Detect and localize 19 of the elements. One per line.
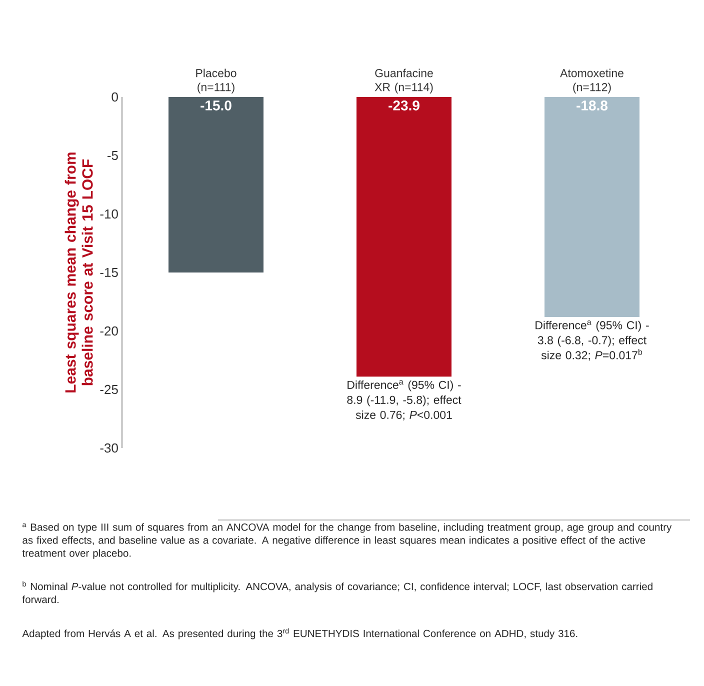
y-tick-label: -25 <box>100 384 118 394</box>
text: $^{b}$ Nominal P-value not controlled for multiplicity. ANCOVA, analysis of covariance; CI, confidence interval; LOCF, last observation carried forward. <box>22 581 652 604</box>
y-tick-label: 0 <box>112 92 118 102</box>
text: $^{a}$ Based on type III sum of squares from an ANCOVA model for the change from baseline, including treatment group, age group and country as fixed effects, and baseline value as a covariate. A negative difference in least squares mean indicates a positive effect of the active treatment over placebo. <box>22 523 672 559</box>
text: Adapted from Hervás A et al. As presented during the 3$^{rd}$ EUNETHYDIS International Conference on ADHD, study 316. <box>22 628 578 640</box>
y-tick-label: -15 <box>100 268 118 278</box>
y-tick-label: -20 <box>100 326 118 336</box>
x-tick-label: Atomoxetine (n=112) <box>560 68 624 94</box>
x-tick-label: Placebo (n=111) <box>196 68 236 94</box>
y-tick-label: -5 <box>107 150 118 160</box>
data-label: -23.9 <box>388 100 420 110</box>
y-tick-label: -30 <box>100 443 118 453</box>
y-tick-label: -10 <box>100 209 118 219</box>
data-label: -18.8 <box>576 100 608 110</box>
annotation: Difference$^{a}$ (95% CI) -3.8 (-6.8, -0.7); effect size 0.32; P=0.017$^{b}$ <box>536 320 649 361</box>
x-tick-label: Guanfacine XR (n=114) <box>374 68 433 94</box>
annotation: Difference$^{a}$ (95% CI) -8.9 (-11.9, -5.8); effect size 0.76; P<0.001 <box>347 380 462 420</box>
y-axis-title: Least squares mean change from baseline score at Visit 15 LOCF <box>64 152 93 392</box>
data-label: -15.0 <box>200 100 232 110</box>
